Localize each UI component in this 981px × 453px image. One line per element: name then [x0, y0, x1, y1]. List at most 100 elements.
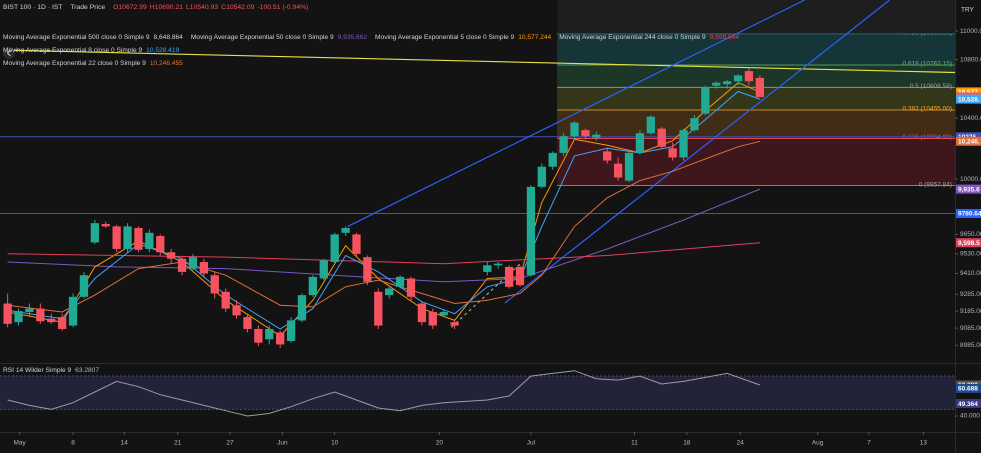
ohlc-value: L10540.93 [186, 4, 219, 11]
rsi-band [0, 376, 955, 410]
price-tag-label: 10,246. [958, 138, 980, 145]
price-tag [956, 87, 981, 97]
candle-body [156, 236, 165, 253]
candle-body [701, 87, 710, 114]
candle-body [177, 258, 187, 272]
symbol: BIST 100 · 1D · IST [3, 4, 63, 11]
candle-body [286, 320, 296, 341]
trend-line [347, 0, 805, 227]
candle-body [90, 223, 99, 243]
candle-body [515, 266, 525, 286]
y-tick-label: 11000.00 [960, 28, 981, 35]
y-tick-label: 10000.00 [960, 176, 981, 183]
price-tag [956, 184, 981, 194]
candle-body [243, 317, 252, 329]
candle-body [526, 186, 536, 276]
candle-body [679, 130, 688, 158]
x-tick-label: May [13, 440, 26, 447]
legend-entry: Moving Average Exponential 22 close 0 Si… [3, 57, 183, 70]
fib-zone [557, 138, 955, 186]
candle-body [504, 266, 514, 287]
y-tick-label: 9085.00 [960, 325, 981, 332]
legend-entry: Moving Average Exponential 8 close 0 Sim… [3, 44, 179, 57]
candle-body [297, 295, 307, 321]
candle-body [145, 232, 154, 249]
x-tick-label: 10 [331, 440, 339, 447]
candle-body [559, 136, 568, 153]
header: BIST 100 · 1D · IST Trade Price O10672.9… [3, 4, 311, 11]
candle-body [112, 226, 121, 249]
candle-body [657, 128, 666, 147]
candle-body [374, 291, 383, 326]
trend-line [7, 49, 955, 74]
candle-body [221, 291, 230, 309]
candle-body [79, 275, 89, 297]
candle-body [439, 311, 448, 316]
candle-body [25, 308, 34, 312]
candle-body [57, 317, 67, 329]
candle-body [690, 118, 699, 131]
fib-label: 0.5 (10608.58) [910, 83, 952, 90]
x-tick-label: 24 [737, 440, 745, 447]
rsi-pane [0, 370, 955, 417]
rsi-legend: RSI 14 Wilder Simple 9 63.2807 [3, 367, 99, 374]
main-pane: 0.786 (10980.80)0.618 (10762.15)0.5 (106… [0, 0, 955, 348]
scroll-icon [6, 49, 11, 57]
x-tick-label: Jul [527, 440, 536, 447]
candle-body [635, 133, 645, 153]
moving-average [7, 140, 761, 313]
candle-body [363, 257, 372, 282]
candle-body [319, 260, 328, 279]
x-tick-label: 27 [226, 440, 234, 447]
fib-label: 0.236 (10264.99) [902, 134, 952, 141]
candle-body [570, 122, 579, 137]
ohlc-value: C10542.09 [221, 4, 255, 11]
y-tick-label: 9285.00 [960, 291, 981, 298]
trend-line [504, 0, 890, 304]
rsi-tag [956, 399, 981, 409]
price-tag [956, 94, 981, 104]
candle-body [417, 303, 427, 323]
x-tick-label: 8 [71, 440, 75, 447]
rsi-value: 63.2807 [75, 367, 100, 374]
candle-body [341, 227, 350, 233]
rsi-tag-label: 49.364 [958, 401, 978, 408]
x-tick-label: 14 [121, 440, 129, 447]
x-tick-label: 21 [174, 440, 182, 447]
candle-body [14, 311, 23, 323]
candle-body [733, 75, 743, 82]
candle-body [3, 303, 12, 324]
candle-body [624, 152, 634, 181]
candle-body [68, 296, 78, 326]
x-tick-label: Jun [277, 440, 288, 447]
scroll-button[interactable] [3, 47, 15, 59]
legend: Moving Average Exponential 500 close 0 S… [3, 31, 883, 70]
ohlc-value: -100.51 (-0.94%) [257, 4, 309, 11]
candle-body [581, 130, 590, 137]
rsi-tag [956, 383, 981, 393]
candle-body [603, 151, 612, 161]
candle-body [199, 262, 209, 274]
legend-value: 9,598.584 [709, 34, 740, 41]
y-tick-label: 9530.00 [960, 251, 981, 258]
price-tag-label: 9,935.6 [958, 186, 980, 193]
price-tag-label: 10,528. [958, 96, 980, 103]
x-tick-label: 20 [436, 440, 444, 447]
candle-body [167, 252, 176, 259]
price-tag-label: 9,598.5 [958, 240, 980, 247]
y-tick-label: 10400.00 [960, 115, 981, 122]
legend-value: 8,648.864 [153, 34, 183, 41]
price-tag [956, 136, 981, 146]
fib-label: 0.618 (10762.15) [902, 61, 952, 68]
legend-name: Moving Average Exponential 50 close 0 Si… [190, 34, 334, 41]
candle-body [668, 148, 677, 158]
legend-entry: Moving Average Exponential 244 close 0 S… [559, 31, 739, 44]
fib-zone [557, 33, 955, 65]
fib-top-zone [557, 0, 955, 34]
fib-zone [557, 87, 955, 110]
currency: TRY [961, 7, 975, 14]
legend-name: Moving Average Exponential 5 close 0 Sim… [375, 34, 515, 41]
legend-name: Moving Average Exponential 8 close 0 Sim… [3, 47, 143, 54]
